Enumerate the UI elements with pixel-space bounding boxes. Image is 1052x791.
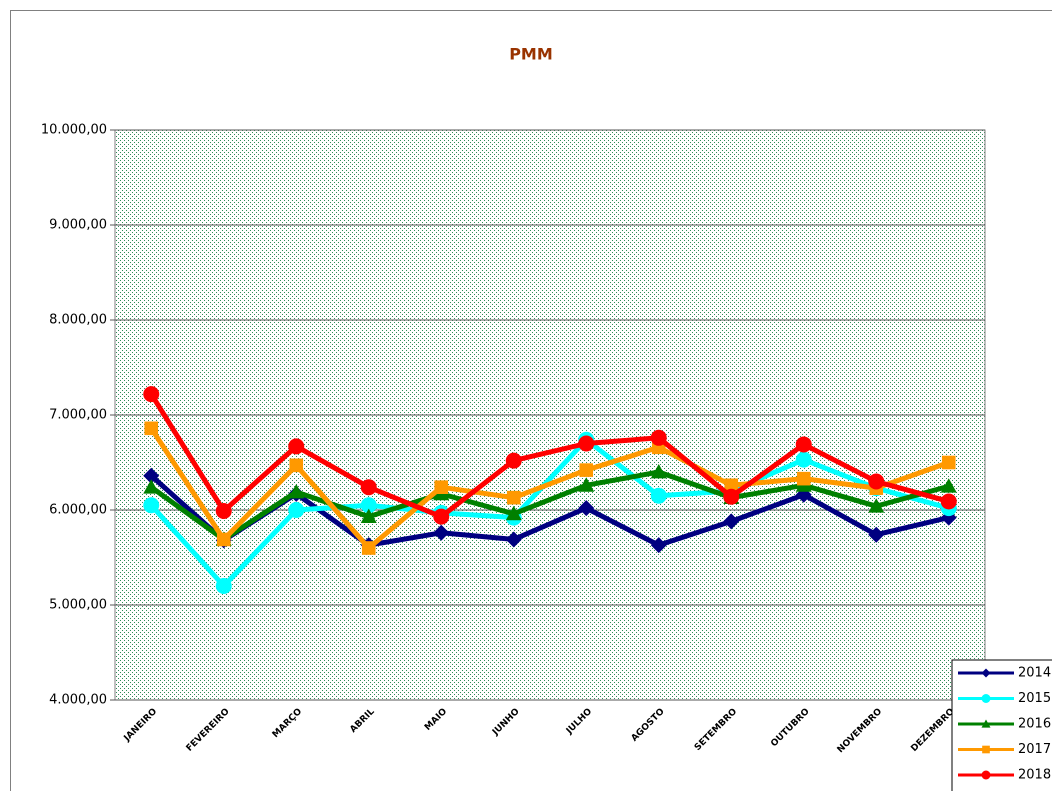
marker [982,745,990,754]
marker [795,451,812,468]
marker [981,668,991,678]
marker [981,770,991,780]
y-tick-label: 9.000,00 [49,218,107,233]
marker [650,487,667,504]
marker [505,452,522,469]
marker [360,497,377,514]
marker [288,502,305,518]
y-tick-label: 8.000,00 [49,313,107,328]
marker [143,497,160,514]
y-tick-label: 4.000,00 [49,693,107,708]
marker [505,531,522,548]
marker [579,463,594,477]
marker [868,526,885,543]
y-tick-label: 10.000,00 [41,123,107,138]
series-line [149,392,950,520]
legend-label: 2016 [1018,717,1051,732]
chart-title: PMM [509,45,553,64]
series-line [149,469,950,542]
marker [578,500,595,517]
marker [289,458,304,473]
marker [650,464,667,479]
marker [795,436,812,453]
series-line [149,426,950,551]
marker [981,719,991,728]
marker [868,473,885,490]
marker [143,386,160,403]
marker [215,502,232,519]
marker [724,478,739,493]
marker [650,429,667,446]
y-tick-label: 5.000,00 [49,598,107,613]
marker [215,578,232,594]
marker [434,480,449,494]
marker [868,498,885,513]
marker [143,467,160,484]
marker [288,483,305,499]
marker [941,455,956,470]
legend-label: 2014 [1018,666,1051,681]
marker [288,438,305,455]
marker [506,490,521,505]
marker [143,479,160,494]
marker [433,524,450,541]
marker [360,508,377,524]
marker [505,505,522,521]
marker [796,471,811,486]
marker [940,478,957,493]
marker [723,513,740,530]
marker [650,537,667,554]
marker [940,493,957,510]
marker [578,435,595,452]
series-line [149,437,950,589]
marker [360,479,377,496]
marker [144,421,159,436]
marker [578,477,595,492]
marker [723,488,740,505]
marker [361,541,376,555]
y-tick-label: 6.000,00 [49,503,107,518]
legend-label: 2015 [1018,691,1051,706]
marker [433,508,450,525]
legend-label: 2017 [1018,742,1051,757]
y-tick-label: 7.000,00 [49,408,107,423]
marker [216,532,231,547]
marker [981,694,991,703]
legend-label: 2018 [1018,768,1051,783]
marker [940,509,957,526]
